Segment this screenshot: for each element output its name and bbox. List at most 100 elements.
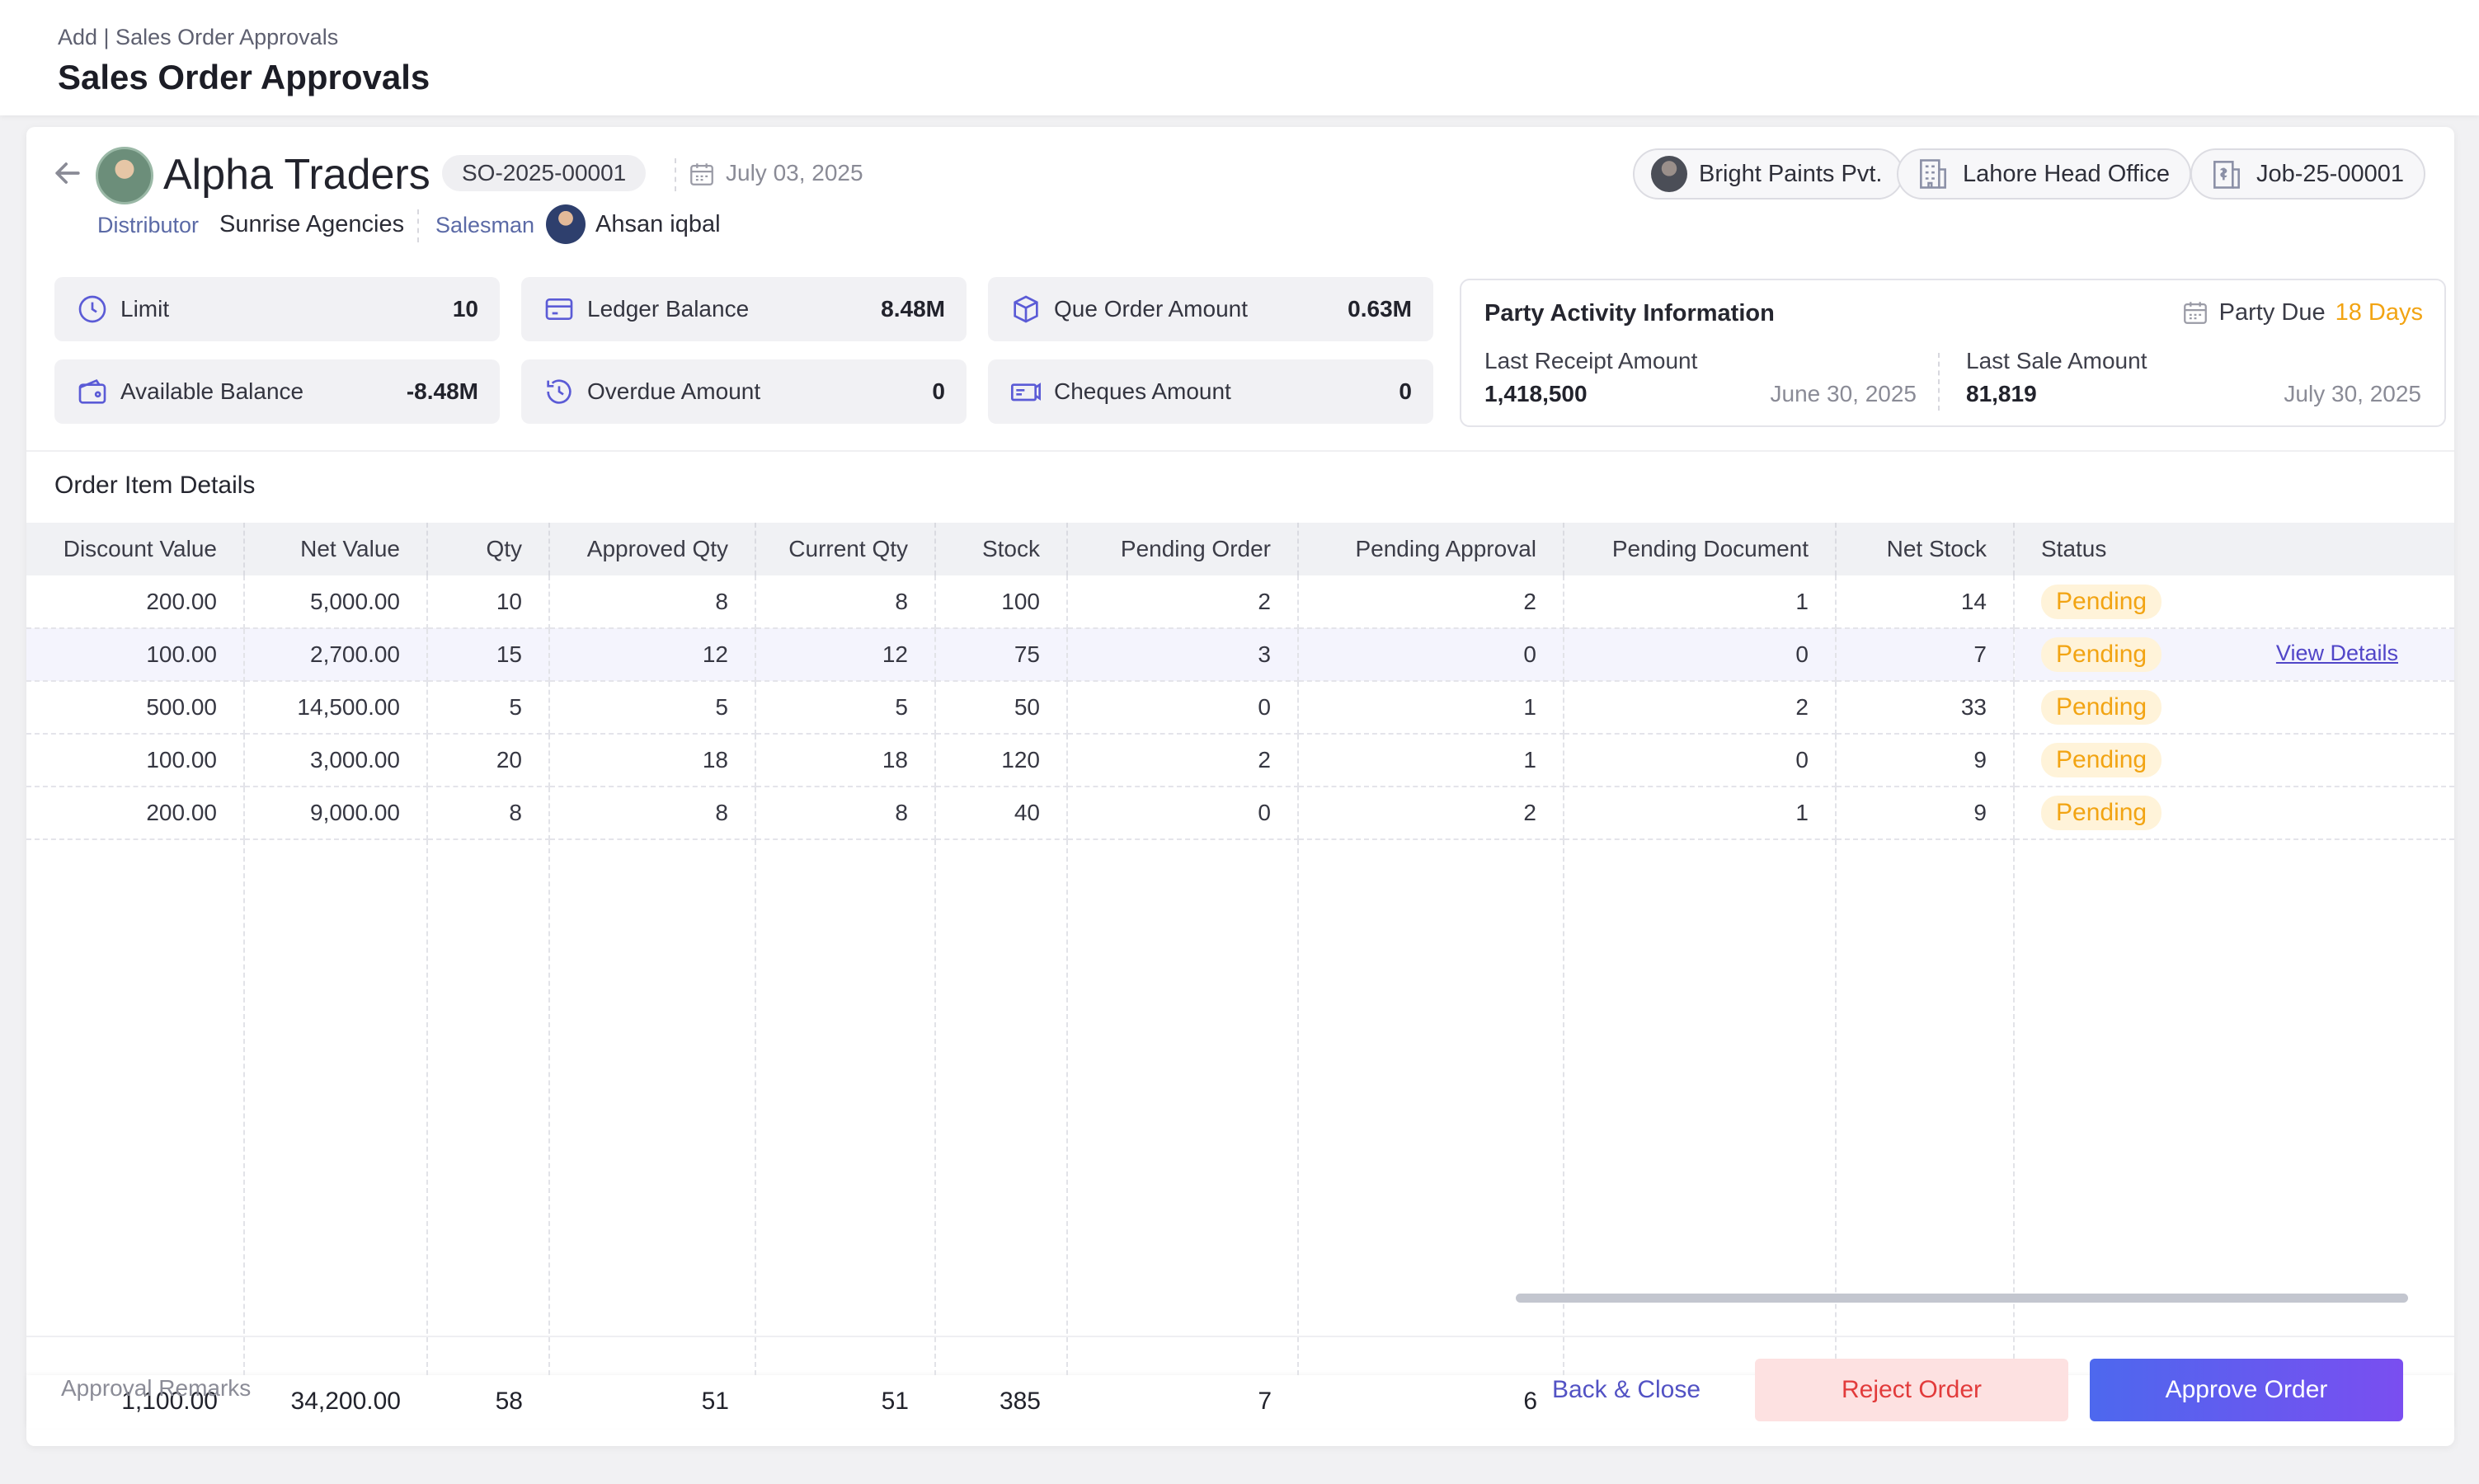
party-activity-panel: Party Activity Information Party Due 18 … [1460,279,2446,427]
table-empty-space [26,839,2454,1375]
ledger-balance-stat: Ledger Balance 8.48M [521,277,967,341]
overdue-amount-stat: Overdue Amount 0 [521,359,967,424]
table-cell: 200.00 [26,787,245,840]
party-avatar [96,147,153,204]
table-cell: 2,700.00 [244,628,428,682]
approval-remarks-input[interactable] [61,1364,968,1413]
stat-value: 0.63M [1348,296,1412,322]
reject-order-button[interactable]: Reject Order [1755,1359,2068,1421]
table-row[interactable]: 100.00 3,000.00 20 18 18 120 2 1 0 9 Pen… [26,734,2454,787]
column-header[interactable]: Qty [427,523,550,575]
party-due: Party Due 18 Days [2181,298,2423,326]
column-header[interactable]: Pending Order [1067,523,1299,575]
table-cell: 0 [1067,787,1299,840]
status-cell: Pending [2014,575,2454,629]
column-header[interactable]: Net Value [244,523,428,575]
history-icon [547,379,572,404]
party-name: Alpha Traders [163,151,430,199]
table-cell: 20 [427,734,550,787]
box-icon [1014,295,1038,323]
table-cell: 2 [1298,575,1564,629]
last-sale-value: 81,819 [1966,381,2037,406]
table-cell: 8 [549,787,756,840]
branch-name: Lahore Head Office [1963,160,2170,187]
table-cell: 3,000.00 [244,734,428,787]
activity-title: Party Activity Information [1484,300,1775,326]
job-chip[interactable]: Job-25-00001 [2190,148,2425,200]
status-badge: Pending [2041,584,2162,619]
breadcrumb: Add | Sales Order Approvals [58,25,339,49]
stat-value: 0 [932,378,945,404]
empty-cell [1067,839,1299,1375]
stat-label: Ledger Balance [587,296,750,322]
column-header[interactable]: Net Stock [1836,523,2015,575]
table-cell: 15 [427,628,550,682]
stat-value: 0 [1399,378,1412,404]
table-row[interactable]: 200.00 9,000.00 8 8 8 40 0 2 1 9 Pending [26,787,2454,840]
stat-label: Available Balance [120,378,304,404]
status-cell: Pending View Details [2014,628,2454,682]
status-badge: Pending [2041,796,2162,830]
approve-order-button[interactable]: Approve Order [2090,1359,2403,1421]
table-cell: 40 [935,787,1068,840]
table-cell: 5,000.00 [244,575,428,629]
table-row[interactable]: 200.00 5,000.00 10 8 8 100 2 2 1 14 Pend… [26,575,2454,629]
column-header[interactable]: Discount Value [26,523,245,575]
salesman-value: Ahsan iqbal [595,211,721,237]
status-cell: Pending [2014,787,2454,840]
table-cell: 8 [755,575,936,629]
table-cell: 9 [1836,734,2015,787]
empty-cell [1836,839,2015,1375]
stat-label: Que Order Amount [1054,296,1249,322]
empty-cell [26,839,245,1375]
order-items-table: Discount Value Net Value Qty Approved Qt… [26,523,2454,1428]
back-close-button[interactable]: Back & Close [1536,1359,1717,1421]
column-header[interactable]: Approved Qty [549,523,756,575]
last-receipt-label: Last Receipt Amount [1484,348,1698,373]
empty-cell [935,839,1068,1375]
cheque-icon [1011,383,1041,402]
company-name: Bright Paints Pvt. [1699,160,1883,187]
stat-value: 8.48M [881,296,945,322]
calendar-icon [690,163,713,186]
company-chip[interactable]: Bright Paints Pvt. [1633,148,1904,200]
column-header[interactable]: Current Qty [755,523,936,575]
order-items-title: Order Item Details [54,472,256,499]
column-header[interactable]: Pending Approval [1298,523,1564,575]
wallet-icon [78,379,106,404]
order-number-badge: SO-2025-00001 [442,155,647,191]
card-icon [545,298,573,320]
table-cell: 50 [935,681,1068,735]
stat-label: Overdue Amount [587,378,761,404]
column-header[interactable]: Stock [935,523,1068,575]
table-cell: 200.00 [26,575,245,629]
table-cell: 2 [1298,787,1564,840]
table-cell: 2 [1564,681,1837,735]
sub-divider [417,209,419,242]
party-due-label: Party Due [2218,298,2326,326]
empty-cell [244,839,428,1375]
arrow-left-icon[interactable] [49,155,86,191]
table-cell: 5 [549,681,756,735]
table-cell: 1 [1564,787,1837,840]
table-cell: 9 [1836,787,2015,840]
table-cell: 3 [1067,628,1299,682]
table-cell: 8 [427,787,550,840]
table-cell: 1 [1298,681,1564,735]
column-header[interactable]: Status [2041,536,2107,561]
table-row[interactable]: 100.00 2,700.00 15 12 12 75 3 0 0 7 Pend… [26,628,2454,682]
table-cell: 120 [935,734,1068,787]
table-cell: 2 [1067,575,1299,629]
table-cell: 100.00 [26,734,245,787]
horizontal-scrollbar[interactable] [1516,1294,2408,1303]
stat-label: Limit [120,296,170,322]
status-badge: Pending [2041,637,2162,672]
branch-chip[interactable]: Lahore Head Office [1897,148,2191,200]
distributor-value: Sunrise Agencies [219,211,405,237]
building-icon [1920,159,1946,189]
table-row[interactable]: 500.00 14,500.00 5 5 5 50 0 1 2 33 Pendi… [26,681,2454,735]
empty-cell [755,839,936,1375]
available-balance-stat: Available Balance -8.48M [54,359,500,424]
view-details-link[interactable]: View Details [2275,641,2398,665]
column-header[interactable]: Pending Document [1564,523,1837,575]
